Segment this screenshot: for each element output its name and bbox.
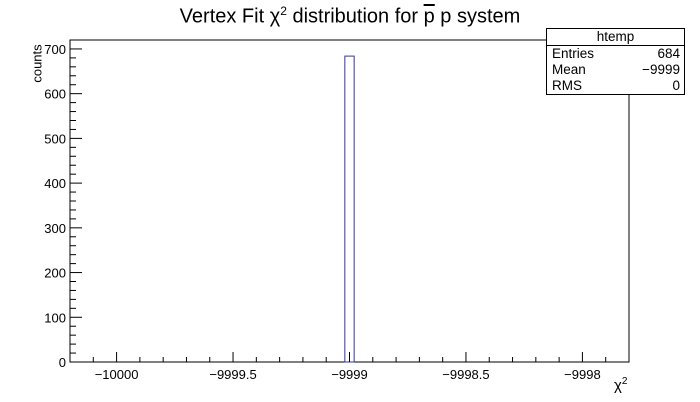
- x-tick-label: −9998.5: [442, 367, 489, 382]
- x-axis-label: χ2: [614, 376, 628, 394]
- x-tick-label: −9998: [564, 367, 601, 382]
- stats-box: htemp Entries 684 Mean −9999 RMS 0: [546, 28, 685, 95]
- chart-title: Vertex Fit χ2 distribution for p p syste…: [179, 4, 521, 28]
- stats-row-rms: RMS 0: [547, 78, 684, 94]
- x-tick-label: −10000: [95, 367, 139, 382]
- y-tick-label: 400: [44, 176, 66, 191]
- y-tick-label: 0: [59, 355, 66, 370]
- stats-row-entries: Entries 684: [547, 46, 684, 62]
- y-tick-label: 600: [44, 87, 66, 102]
- y-tick-label: 700: [44, 42, 66, 57]
- stats-label: Mean: [552, 62, 586, 77]
- stats-value: 684: [657, 46, 680, 61]
- y-tick-label: 200: [44, 266, 66, 281]
- y-tick-label: 100: [44, 310, 66, 325]
- x-tick-label: −9999: [331, 367, 368, 382]
- stats-value: 0: [672, 78, 680, 93]
- y-tick-label: 500: [44, 131, 66, 146]
- histogram-bar: [344, 55, 355, 363]
- stats-label: Entries: [552, 46, 595, 61]
- y-tick-label: 300: [44, 221, 66, 236]
- stats-value: −9999: [642, 62, 680, 77]
- x-tick-label: −9999.5: [209, 367, 256, 382]
- y-axis-label: counts: [29, 44, 45, 83]
- stats-row-mean: Mean −9999: [547, 62, 684, 78]
- stats-label: RMS: [552, 78, 582, 93]
- stats-box-title: htemp: [547, 29, 684, 46]
